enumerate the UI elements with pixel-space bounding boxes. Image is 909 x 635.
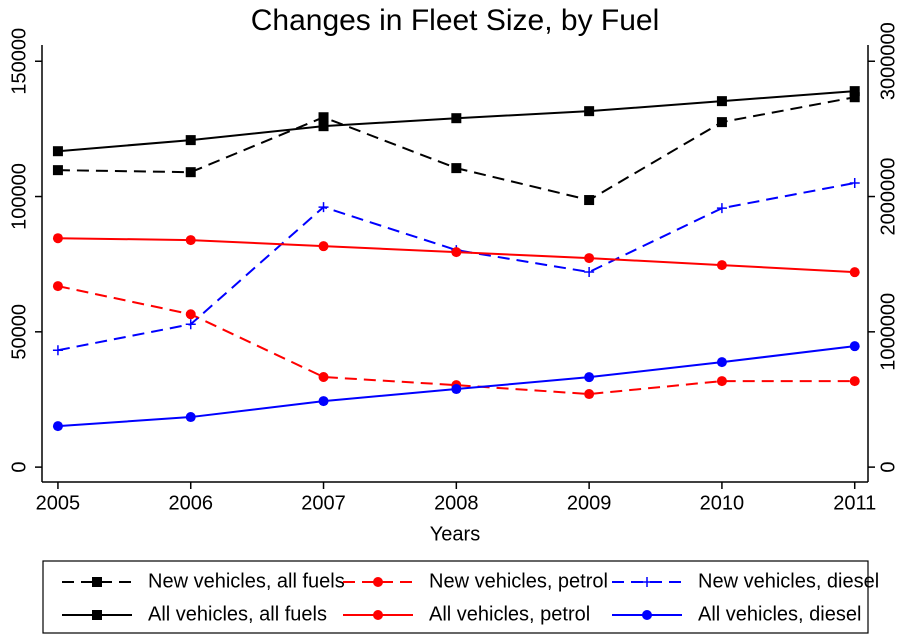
y-tick-label: 150000 [8, 28, 30, 95]
marker [318, 372, 329, 383]
chart-title: Changes in Fleet Size, by Fuel [251, 4, 660, 37]
marker [92, 610, 102, 620]
marker [185, 167, 196, 178]
marker [52, 421, 63, 432]
marker [849, 92, 860, 103]
legend-label: All vehicles, diesel [698, 603, 861, 625]
marker [642, 577, 652, 587]
x-tick-label: 2010 [700, 492, 745, 514]
legend-label: All vehicles, all fuels [148, 603, 327, 625]
legend-label: New vehicles, all fuels [148, 570, 345, 592]
marker [716, 117, 727, 128]
marker [584, 389, 595, 400]
marker [52, 345, 63, 356]
marker [318, 121, 329, 132]
marker [584, 267, 595, 278]
marker [716, 96, 727, 107]
marker [318, 202, 329, 213]
marker [373, 577, 383, 587]
x-axis-label: Years [430, 523, 480, 545]
x-tick-label: 2005 [36, 492, 81, 514]
marker [318, 112, 329, 123]
marker [849, 86, 860, 97]
y2-tick-label: 0 [877, 462, 899, 473]
marker [584, 195, 595, 206]
marker [92, 577, 102, 587]
marker [185, 319, 196, 330]
x-tick-label: 2006 [168, 492, 213, 514]
marker [849, 267, 860, 278]
marker [716, 203, 727, 214]
marker [52, 165, 63, 176]
marker [451, 113, 462, 124]
marker [373, 610, 383, 620]
marker [849, 376, 860, 387]
marker [451, 163, 462, 174]
legend-label: New vehicles, petrol [429, 570, 608, 592]
marker [185, 135, 196, 146]
marker [716, 260, 727, 271]
marker [185, 309, 196, 320]
y2-tick-label: 2000000 [877, 158, 899, 236]
legend-box [42, 560, 869, 634]
marker [185, 412, 196, 423]
marker [318, 396, 329, 407]
y-tick-label: 100000 [8, 163, 30, 230]
marker [849, 178, 860, 188]
x-tick-label: 2007 [301, 492, 346, 514]
marker [52, 233, 63, 244]
y-tick-label: 0 [8, 462, 30, 473]
series-line [57, 96, 855, 202]
marker [52, 146, 63, 157]
marker [584, 372, 595, 383]
marker [716, 376, 727, 387]
marker [584, 106, 595, 117]
legend-label: New vehicles, diesel [698, 570, 879, 592]
series-line [57, 285, 855, 396]
marker [451, 384, 462, 395]
y-tick-label: 50000 [8, 304, 30, 360]
y2-tick-label: 1000000 [877, 293, 899, 371]
marker [318, 241, 329, 252]
marker [451, 247, 462, 258]
y2-tick-label: 3000000 [877, 22, 899, 100]
marker [185, 235, 196, 246]
marker [52, 281, 63, 292]
legend-label: All vehicles, petrol [429, 603, 590, 625]
marker [642, 610, 652, 620]
marker [849, 341, 860, 352]
x-tick-label: 2011 [833, 492, 876, 514]
marker [716, 357, 727, 368]
x-tick-label: 2009 [567, 492, 612, 514]
marker [584, 253, 595, 264]
x-tick-label: 2008 [434, 492, 479, 514]
